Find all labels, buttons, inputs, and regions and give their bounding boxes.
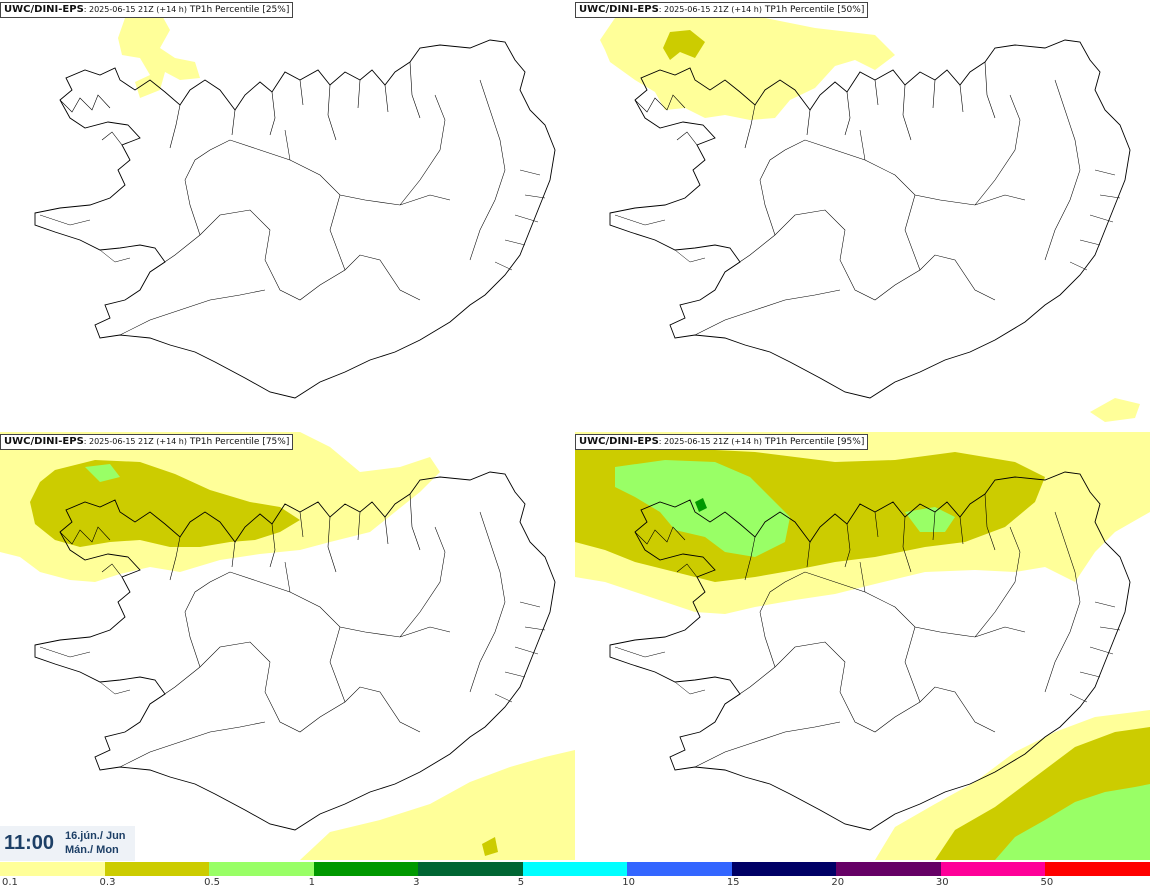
colorbar-swatch — [836, 862, 941, 876]
precip-area-intense — [695, 498, 707, 512]
colorbar-tick-label: 0.1 — [2, 877, 18, 888]
colorbar-swatch — [418, 862, 523, 876]
valid-date-line1: 16.jún./ Jun — [65, 830, 126, 842]
map-panel-p95: UWC/DINI-EPS: 2025-06-15 21Z (+14 h) TP1… — [575, 432, 1150, 860]
precip-area-medium — [663, 30, 705, 60]
colorbar-swatch — [627, 862, 732, 876]
colorbar-tick-label: 20 — [831, 877, 845, 888]
precip-area-medium — [30, 460, 300, 547]
colorbar-ticks: 0.1 0.3 0.5 1 3 5 10 15 20 30 50 — [0, 876, 1150, 891]
colorbar-swatch — [940, 862, 1046, 876]
precip-area-medium — [482, 837, 498, 856]
iceland-map-p95 — [575, 432, 1150, 860]
colorbar-tick-label: 3 — [413, 877, 420, 888]
colorbar-swatch — [209, 862, 314, 876]
colorbar-tick-label: 1 — [308, 877, 315, 888]
precip-area-heavy — [995, 784, 1150, 860]
valid-time: 11:00 — [4, 832, 55, 854]
iceland-map-p25 — [34, 12, 556, 399]
colorbar-tick-label: 30 — [935, 877, 949, 888]
valid-time-box: 11:00 16.jún./ Jun Mán./ Mon — [0, 826, 135, 861]
map-panel-p25: UWC/DINI-EPS: 2025-06-15 21Z (+14 h) TP1… — [0, 0, 575, 428]
colorbar-tick-label: 50 — [1040, 877, 1054, 888]
precip-area-light — [1090, 398, 1140, 422]
colorbar-swatch — [313, 862, 419, 876]
valid-date-line2: Mán./ Mon — [65, 844, 119, 856]
colorbar-tick-label: 15 — [726, 877, 740, 888]
precip-area-light — [118, 12, 200, 98]
colorbar-tick-label: 10 — [622, 877, 635, 888]
map-panel-p75: UWC/DINI-EPS: 2025-06-15 21Z (+14 h) TP1… — [0, 432, 575, 860]
colorbar-tick-label: 0.5 — [204, 877, 220, 888]
map-panel-p50: UWC/DINI-EPS: 2025-06-15 21Z (+14 h) TP1… — [575, 0, 1150, 428]
precip-area-light — [600, 14, 895, 120]
colorbar-swatch — [1045, 862, 1150, 876]
colorbar-swatch — [522, 862, 628, 876]
panel-header: UWC/DINI-EPS: 2025-06-15 21Z (+14 h) TP1… — [0, 2, 294, 18]
valid-date: 16.jún./ Jun Mán./ Mon — [65, 829, 126, 857]
colorbar-swatch — [104, 862, 210, 876]
iceland-map-p75 — [0, 432, 575, 860]
panel-header: UWC/DINI-EPS: 2025-06-15 21Z (+14 h) TP1… — [575, 2, 869, 18]
precip-area-heavy — [85, 464, 120, 482]
panel-header: UWC/DINI-EPS: 2025-06-15 21Z (+14 h) TP1… — [575, 434, 869, 450]
panel-header: UWC/DINI-EPS: 2025-06-15 21Z (+14 h) TP1… — [0, 434, 294, 450]
colorbar-swatch — [731, 862, 837, 876]
colorbar-tick-label: 5 — [517, 877, 525, 888]
iceland-map-p50 — [600, 14, 1140, 422]
precip-area-heavy — [905, 507, 955, 532]
colorbar-swatch — [0, 862, 105, 876]
precip-colorbar — [0, 862, 1150, 876]
precip-area-light — [300, 750, 575, 860]
colorbar-tick-label: 0.3 — [99, 877, 116, 888]
